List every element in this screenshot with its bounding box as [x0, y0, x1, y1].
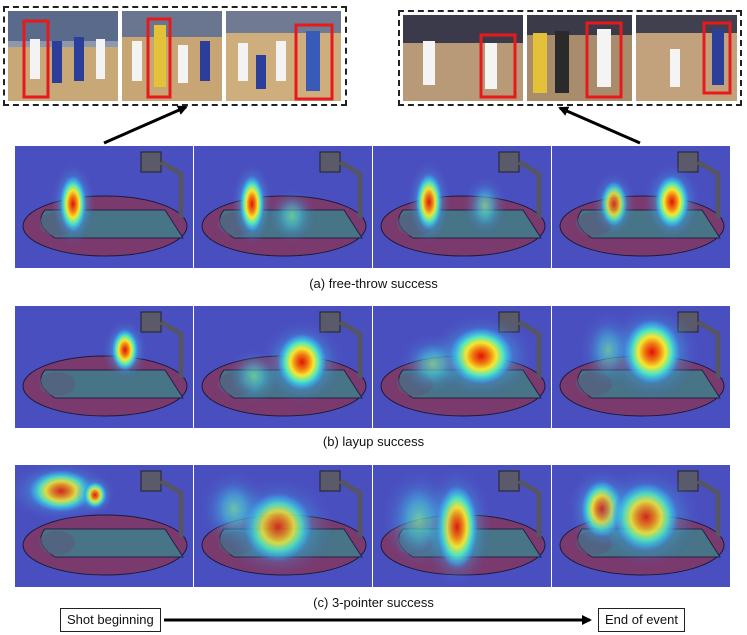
- detection-box: [585, 21, 623, 99]
- heatmap-3-pointer-t4: [552, 465, 730, 587]
- free-throw-frames-strip: [3, 6, 347, 106]
- end-of-event-label: End of event: [598, 608, 685, 632]
- detection-box: [702, 21, 732, 95]
- detection-box: [22, 19, 50, 99]
- detection-box: [294, 23, 334, 101]
- layup-frame-3: [636, 15, 737, 101]
- detection-box: [146, 17, 172, 99]
- heatmap-free-throw-t2: [194, 146, 372, 268]
- heatmap-3-pointer-t2: [194, 465, 372, 587]
- caption-free-throw: (a) free-throw success: [309, 276, 438, 291]
- free-throw-frame-1: [8, 11, 118, 101]
- heatmap-3-pointer-t1: [15, 465, 193, 587]
- heatmap-3-pointer-t3: [373, 465, 551, 587]
- heatmap-free-throw-t3: [373, 146, 551, 268]
- arrow-to-free-throw-frames: [103, 105, 188, 145]
- caption-layup: (b) layup success: [322, 434, 425, 449]
- layup-frame-2: [527, 15, 632, 101]
- layup-frames-strip: [398, 10, 742, 106]
- heatmap-layup-t1: [15, 306, 193, 428]
- heatmap-layup-t3: [373, 306, 551, 428]
- heatmap-layup-t4: [552, 306, 730, 428]
- shot-beginning-label: Shot beginning: [60, 608, 161, 632]
- heatmap-free-throw-t4: [552, 146, 730, 268]
- free-throw-frame-2: [122, 11, 222, 101]
- heatmap-free-throw-t1: [15, 146, 193, 268]
- caption-3-pointer: (c) 3-pointer success: [313, 595, 434, 610]
- detection-box: [479, 33, 517, 99]
- heatmap-layup-t2: [194, 306, 372, 428]
- layup-frame-1: [403, 15, 523, 101]
- arrow-to-layup-frames: [558, 106, 641, 145]
- free-throw-frame-3: [226, 11, 341, 101]
